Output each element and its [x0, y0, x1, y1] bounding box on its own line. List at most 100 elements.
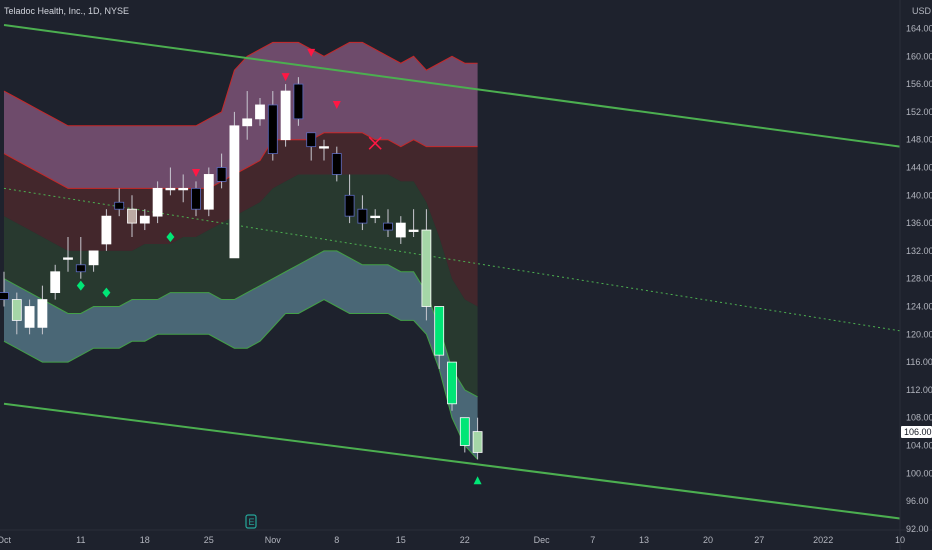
x-tick-label: 2022	[813, 535, 833, 545]
candle-body	[344, 194, 355, 217]
band-fill-lower-inner	[4, 174, 478, 397]
candle[interactable]	[447, 361, 457, 411]
candle-body	[37, 299, 48, 328]
y-tick-label: 108.00	[906, 413, 932, 423]
y-tick-label: 132.00	[906, 246, 932, 256]
candle[interactable]	[472, 417, 483, 460]
candle[interactable]	[101, 209, 112, 251]
x-tick-label: 11	[76, 535, 85, 545]
y-tick-label: 160.00	[906, 51, 932, 61]
y-tick-label: 104.00	[906, 441, 932, 451]
candle-body	[255, 104, 265, 120]
candle-body	[280, 90, 291, 141]
candle-body	[152, 187, 163, 217]
candle-body	[242, 118, 253, 127]
y-tick-label: 128.00	[906, 274, 932, 284]
candle-body	[319, 146, 329, 149]
candle[interactable]	[203, 167, 214, 217]
candle[interactable]	[370, 209, 381, 224]
time-axis-panel[interactable]	[0, 530, 900, 550]
y-tick-label: 120.00	[906, 329, 932, 339]
x-tick-label: 15	[396, 535, 406, 545]
candle[interactable]	[63, 237, 73, 272]
y-tick-label: 164.00	[906, 24, 932, 34]
candle-body	[395, 222, 406, 238]
candle-body	[472, 431, 483, 453]
y-tick-label: 112.00	[906, 385, 932, 395]
candle[interactable]	[242, 91, 253, 140]
band-line-upper-outer	[3, 41, 478, 127]
candle[interactable]	[434, 306, 445, 370]
x-tick-label: 25	[204, 535, 214, 545]
candle[interactable]	[229, 111, 240, 259]
x-tick-label: 27	[754, 535, 764, 545]
sell-arrow-marker	[192, 169, 200, 178]
candle[interactable]	[255, 98, 265, 126]
candle[interactable]	[165, 167, 176, 196]
band-fill-lower-outer	[4, 250, 478, 460]
x-tick-label: Oct	[0, 535, 11, 545]
candle-body	[191, 187, 201, 210]
candle-body	[178, 187, 189, 191]
x-tick-label: 18	[140, 535, 150, 545]
band-line-lower-inner	[3, 250, 478, 398]
candle-body	[11, 299, 22, 321]
candle[interactable]	[50, 264, 61, 300]
candle[interactable]	[459, 417, 470, 453]
candle[interactable]	[152, 181, 163, 224]
candle[interactable]	[306, 132, 317, 161]
y-tick-label: 100.00	[906, 468, 932, 478]
channel-lower-line[interactable]	[3, 402, 901, 520]
candle[interactable]	[127, 195, 137, 237]
sell-arrow-marker	[307, 48, 316, 57]
band-fill-upper-inner	[4, 132, 478, 307]
candle[interactable]	[331, 146, 342, 182]
svg-text:E: E	[249, 517, 255, 527]
y-tick-label: 92.00	[906, 524, 929, 534]
candle[interactable]	[293, 77, 304, 126]
candle-body	[139, 215, 150, 224]
keltner-bands	[3, 41, 478, 460]
price-axis-panel[interactable]	[900, 0, 932, 550]
candle[interactable]	[383, 209, 393, 237]
candle[interactable]	[114, 188, 125, 217]
candle[interactable]	[280, 84, 291, 147]
y-tick-label: 144.00	[906, 163, 932, 173]
candle-body	[127, 208, 137, 224]
candle-body	[229, 125, 240, 259]
candle[interactable]	[88, 250, 99, 272]
y-tick-label: 152.00	[906, 107, 932, 117]
candle[interactable]	[11, 292, 22, 335]
candle[interactable]	[216, 153, 227, 189]
candle[interactable]	[319, 139, 329, 161]
x-tick-label: Dec	[534, 535, 551, 545]
candle[interactable]	[267, 91, 278, 161]
candle-body	[331, 153, 342, 175]
signal-markers	[76, 48, 482, 485]
candle-body	[421, 229, 432, 307]
y-tick-label: 148.00	[906, 135, 932, 145]
candle[interactable]	[191, 181, 201, 217]
currency-label: USD	[912, 6, 932, 16]
candle-body	[267, 104, 278, 154]
candle[interactable]	[37, 285, 48, 335]
band-line-upper-inner	[3, 132, 478, 189]
candle[interactable]	[357, 195, 368, 231]
tradingview-logo-icon[interactable]: E	[245, 514, 257, 529]
candle-body	[357, 208, 368, 224]
candle-body	[370, 215, 381, 219]
candle[interactable]	[178, 174, 189, 203]
candle[interactable]	[408, 209, 419, 237]
candle[interactable]	[139, 209, 150, 231]
candle[interactable]	[421, 209, 432, 321]
candle[interactable]	[344, 174, 355, 224]
candle[interactable]	[75, 237, 86, 279]
channel-upper-line[interactable]	[3, 24, 901, 148]
candle[interactable]	[24, 299, 35, 335]
candle-body	[216, 167, 227, 182]
candle[interactable]	[0, 271, 9, 307]
candle[interactable]	[395, 216, 406, 244]
y-tick-label: 136.00	[906, 218, 932, 228]
